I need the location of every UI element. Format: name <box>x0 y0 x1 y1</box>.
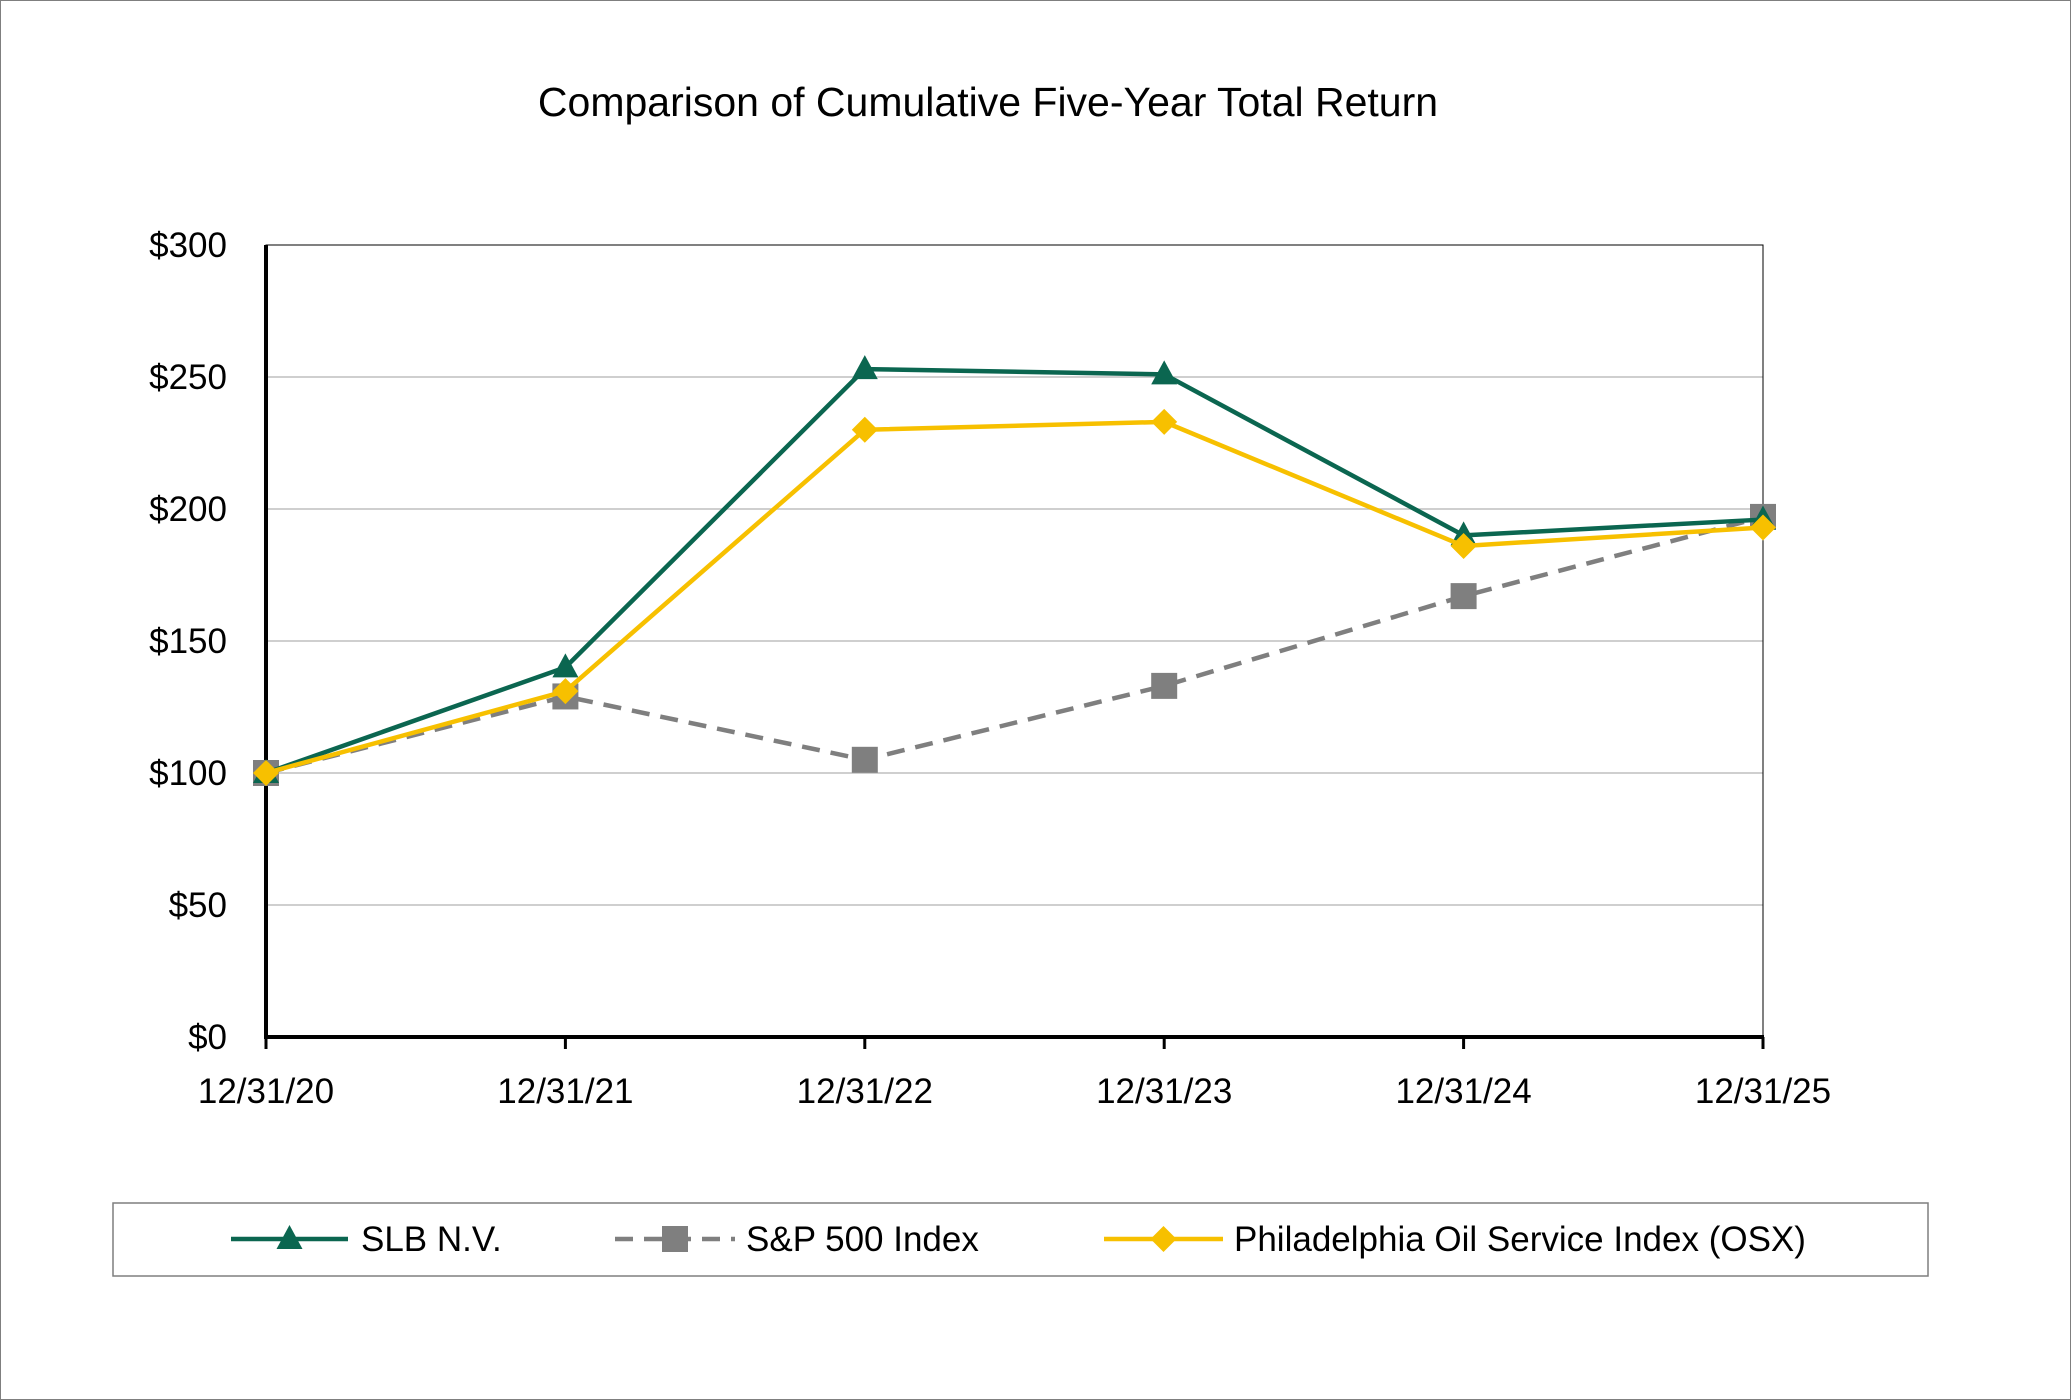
legend-marker <box>662 1226 688 1252</box>
y-tick-label: $0 <box>188 1018 227 1057</box>
x-tick-labels: 12/31/20 12/31/21 12/31/22 12/31/23 12/31/24… <box>198 1072 1831 1111</box>
series-line-s-p-500-index <box>265 514 1764 776</box>
data-point-slb-n-v <box>1151 360 1178 385</box>
series-slb-n-v <box>253 355 1776 783</box>
legend-box <box>112 1202 1929 1277</box>
x-tick-label: 12/31/23 <box>1096 1072 1232 1111</box>
data-point-philadelphia-oil-service-index-osx <box>1151 408 1178 435</box>
data-point-s-p-500-index <box>1151 672 1178 699</box>
x-tick-label: 12/31/22 <box>797 1072 933 1111</box>
y-tick-label: $50 <box>169 886 227 925</box>
data-point-philadelphia-oil-service-index-osx <box>1450 532 1477 559</box>
series-philadelphia-oil-service-index-osx <box>253 408 1776 786</box>
series-line-slb-n-v <box>265 366 1764 776</box>
y-tick-label: $250 <box>149 358 227 397</box>
legend-marker <box>1150 1226 1177 1252</box>
legend-marker <box>276 1225 303 1249</box>
series-s-p-500-index <box>253 503 1776 786</box>
x-tick-label: 12/31/24 <box>1395 1072 1531 1111</box>
axes <box>264 245 1765 1049</box>
data-point-slb-n-v <box>552 653 579 678</box>
legend: SLB N.V. S&P 500 Index Philadelphia Oil Se… <box>112 1202 1929 1277</box>
series-line-philadelphia-oil-service-index-osx <box>265 419 1764 776</box>
data-point-s-p-500-index <box>1450 583 1477 610</box>
y-tick-label: $100 <box>149 754 227 793</box>
data-point-s-p-500-index <box>851 746 878 773</box>
legend-item-s-p-500-index: S&P 500 Index <box>615 1220 979 1259</box>
y-tick-label: $300 <box>149 226 227 265</box>
data-point-slb-n-v <box>851 355 878 380</box>
y-tick-label: $200 <box>149 490 227 529</box>
y-tick-labels: $0 $50 $100 $150 $200 $250 $300 <box>149 226 227 1057</box>
chart-title: Comparison of Cumulative Five-Year Total… <box>538 79 1438 125</box>
series-group <box>253 355 1776 786</box>
legend-label: S&P 500 Index <box>746 1220 979 1259</box>
legend-item-slb-n-v: SLB N.V. <box>231 1220 502 1259</box>
data-point-philadelphia-oil-service-index-osx <box>1750 514 1776 541</box>
x-tick-label: 12/31/25 <box>1695 1072 1831 1111</box>
data-point-philadelphia-oil-service-index-osx <box>253 760 279 786</box>
legend-item-philadelphia-oil-service-index-osx: Philadelphia Oil Service Index (OSX) <box>1104 1220 1806 1259</box>
data-point-philadelphia-oil-service-index-osx <box>552 678 579 705</box>
x-tick-label: 12/31/20 <box>198 1072 334 1111</box>
legend-label: Philadelphia Oil Service Index (OSX) <box>1234 1220 1806 1259</box>
legend-label: SLB N.V. <box>361 1220 502 1259</box>
data-point-philadelphia-oil-service-index-osx <box>851 416 878 443</box>
x-tick-label: 12/31/21 <box>497 1072 633 1111</box>
y-tick-label: $150 <box>149 622 227 661</box>
gridlines <box>266 376 1763 906</box>
